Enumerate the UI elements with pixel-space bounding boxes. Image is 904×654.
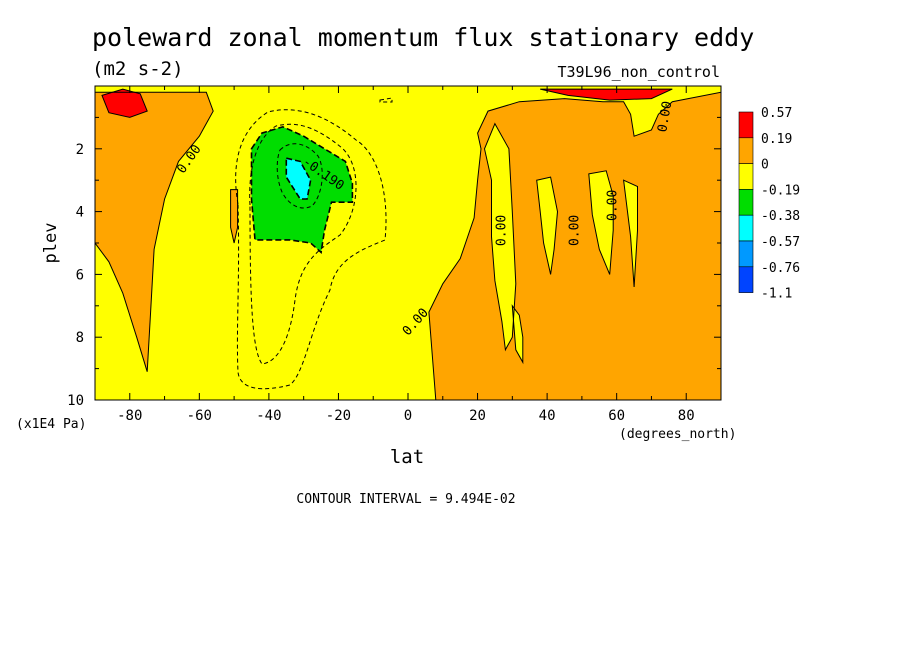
- color-legend: 0.57 0.19 0 -0.19 -0.38 -0.57 -0.76 -1.1: [738, 106, 800, 302]
- contour-region: [102, 89, 148, 118]
- x-tick-label: 20: [469, 408, 486, 424]
- legend-label: -0.19: [761, 183, 800, 198]
- y-tick-label: 10: [67, 393, 84, 409]
- x-tick-label: -40: [256, 408, 281, 424]
- contour-line: [536, 176, 559, 275]
- x-tick-label: -20: [326, 408, 351, 424]
- y-axis-label: plev: [41, 223, 61, 264]
- y-tick-label: 6: [76, 267, 84, 283]
- contour-label: 0.00: [655, 100, 675, 133]
- run-label: T39L96_non_control: [557, 63, 720, 81]
- contour-line: [483, 122, 517, 352]
- x-tick-label: 40: [539, 408, 556, 424]
- legend-swatch: [738, 189, 754, 216]
- legend-swatch: [738, 240, 754, 268]
- x-tick-label: 0: [404, 408, 412, 424]
- contour-line: [101, 88, 148, 118]
- contour-line: [250, 125, 354, 254]
- x-tick-label: -80: [117, 408, 142, 424]
- dashed-contour-line: [235, 109, 387, 390]
- legend-label: 0: [761, 158, 769, 173]
- x-tick-label: 80: [678, 408, 695, 424]
- contour-line: [622, 179, 638, 288]
- chart-title: poleward zonal momentum flux stationary …: [92, 23, 754, 52]
- x-tick-label: -60: [187, 408, 212, 424]
- chart-units: (m2 s-2): [92, 58, 184, 80]
- x-axis: -80 -60 -40 -20 0 20 40 60 80: [94, 86, 722, 424]
- legend-label: -1.1: [761, 287, 792, 302]
- contour-region: [484, 123, 516, 350]
- y-axis: 2 4 6 8 10: [67, 116, 721, 409]
- region-outline-layer: [95, 88, 721, 400]
- contour-region: [536, 177, 558, 275]
- legend-swatch: [738, 137, 754, 164]
- contour-interval-note: CONTOUR INTERVAL = 9.494E-02: [296, 492, 515, 507]
- contour-line: [540, 88, 673, 101]
- contour-region: [95, 92, 214, 372]
- x-tick-label: 60: [608, 408, 625, 424]
- legend-swatch: [738, 266, 754, 293]
- contour-line: [428, 91, 721, 400]
- contour-label: 0.00: [494, 215, 509, 246]
- contour-line: [511, 304, 524, 365]
- x-axis-label: lat: [390, 446, 424, 468]
- contour-region: [588, 170, 614, 275]
- legend-label: 0.19: [761, 132, 792, 147]
- contour-line: [230, 189, 239, 244]
- contour-region: [540, 89, 673, 101]
- dashed-contour-line: [379, 97, 393, 103]
- dashed-contour-line: [276, 143, 323, 209]
- contour-region: [230, 189, 238, 243]
- legend-label: -0.76: [761, 261, 800, 276]
- contour-label: 0.00: [606, 190, 621, 221]
- contour-line-layer: [235, 97, 393, 390]
- x-axis-units: (degrees_north): [619, 427, 736, 442]
- legend-swatch: [738, 163, 754, 190]
- contour-line: [95, 91, 214, 372]
- contour-line: [588, 170, 614, 275]
- contour-region: [286, 158, 311, 199]
- legend-label: -0.57: [761, 235, 800, 250]
- y-tick-label: 8: [76, 330, 84, 346]
- legend-label: -0.38: [761, 209, 800, 224]
- y-tick-label: 4: [76, 205, 84, 221]
- legend-swatch: [738, 214, 754, 242]
- dashed-contour-line: [249, 123, 357, 365]
- contour-line: [285, 157, 312, 200]
- legend-swatch: [738, 111, 754, 139]
- contour-region: [512, 305, 523, 363]
- y-axis-units: (x1E4 Pa): [16, 417, 86, 432]
- legend-label: 0.57: [761, 106, 792, 121]
- y-tick-label: 2: [76, 142, 84, 158]
- contour-label: 0.00: [567, 215, 582, 246]
